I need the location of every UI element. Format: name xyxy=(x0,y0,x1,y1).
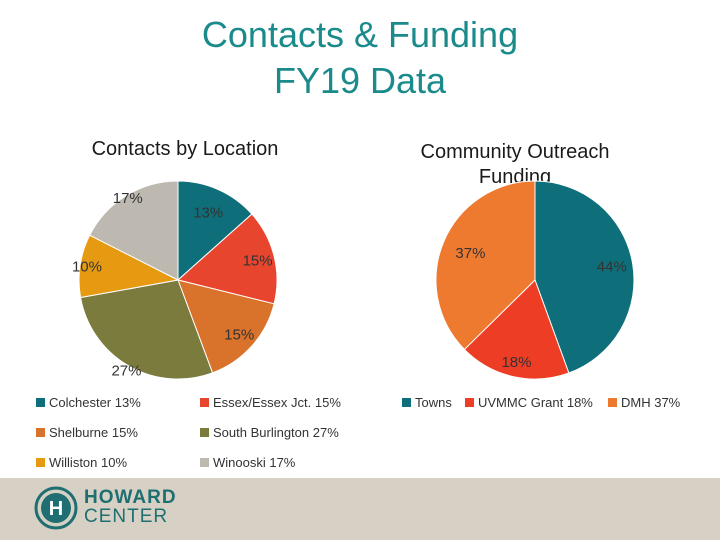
brand-name-line-1: HOWARD xyxy=(84,487,177,508)
funding-slice-label-2: 37% xyxy=(455,245,485,262)
contacts-slice-label-2: 15% xyxy=(224,327,254,344)
legend-item-colchester: Colchester 13% xyxy=(36,395,141,410)
footer-bar: H HOWARD CENTER xyxy=(0,478,720,540)
legend-label: Winooski 17% xyxy=(213,455,296,470)
legend-label: DMH 37% xyxy=(621,395,681,410)
brand-name-line-2: CENTER xyxy=(84,506,169,527)
logo-letter: H xyxy=(49,498,63,520)
page-title: Contacts & Funding FY19 Data xyxy=(0,12,720,104)
legend-item-winooski: Winooski 17% xyxy=(200,455,295,470)
legend-label: Shelburne 15% xyxy=(49,425,138,440)
legend-item-uvmmc-grant: UVMMC Grant 18% xyxy=(465,395,593,410)
contacts-slice-1 xyxy=(176,213,278,305)
legend-item-south-burlington: South Burlington 27% xyxy=(200,425,339,440)
title-line-2: FY19 Data xyxy=(273,60,447,101)
legend-swatch xyxy=(200,458,209,467)
legend-item-towns: Towns xyxy=(402,395,452,410)
legend-swatch xyxy=(402,398,411,407)
contacts-slice-label-4: 10% xyxy=(72,259,102,276)
legend-label: Towns xyxy=(415,395,452,410)
legend-label: UVMMC Grant 18% xyxy=(478,395,593,410)
contacts-slice-label-3: 27% xyxy=(111,362,141,379)
legend-swatch xyxy=(465,398,474,407)
contacts-slice-3 xyxy=(79,279,214,380)
legend-label: Williston 10% xyxy=(49,455,128,470)
funding-slice-label-0: 44% xyxy=(597,258,627,275)
legend-item-essex: Essex/Essex Jct. 15% xyxy=(200,395,341,410)
funding-slice-label-1: 18% xyxy=(501,354,531,371)
contacts-slice-5 xyxy=(89,180,179,281)
legend-item-dmh: DMH 37% xyxy=(608,395,680,410)
pie-charts-canvas: 13% 15% 15% 27% 10% 17% 44% 18% 37% xyxy=(72,180,635,380)
contacts-slice-label-0: 13% xyxy=(193,204,223,221)
legend-item-williston: Williston 10% xyxy=(36,455,127,470)
contacts-slice-label-5: 17% xyxy=(113,190,143,207)
legend-item-shelburne: Shelburne 15% xyxy=(36,425,138,440)
chart-1-title: Contacts by Location xyxy=(91,138,279,160)
legend-label: Essex/Essex Jct. 15% xyxy=(213,395,341,410)
legend-swatch xyxy=(200,428,209,437)
contacts-slice-0 xyxy=(177,180,253,282)
funding-slice-2 xyxy=(435,180,536,351)
funding-slice-1 xyxy=(463,279,570,380)
legend-swatch xyxy=(36,428,45,437)
legend-swatch xyxy=(36,398,45,407)
legend-label: Colchester 13% xyxy=(49,395,141,410)
legend-swatch xyxy=(200,398,209,407)
legend-label: South Burlington 27% xyxy=(213,425,339,440)
funding-slice-0 xyxy=(534,180,635,374)
title-line-1: Contacts & Funding xyxy=(201,14,519,55)
contacts-slice-label-1: 15% xyxy=(243,252,273,269)
legend-swatch xyxy=(36,458,45,467)
howard-center-logo-icon: H xyxy=(34,486,78,530)
legend-swatch xyxy=(608,398,617,407)
contacts-slice-2 xyxy=(177,279,275,374)
